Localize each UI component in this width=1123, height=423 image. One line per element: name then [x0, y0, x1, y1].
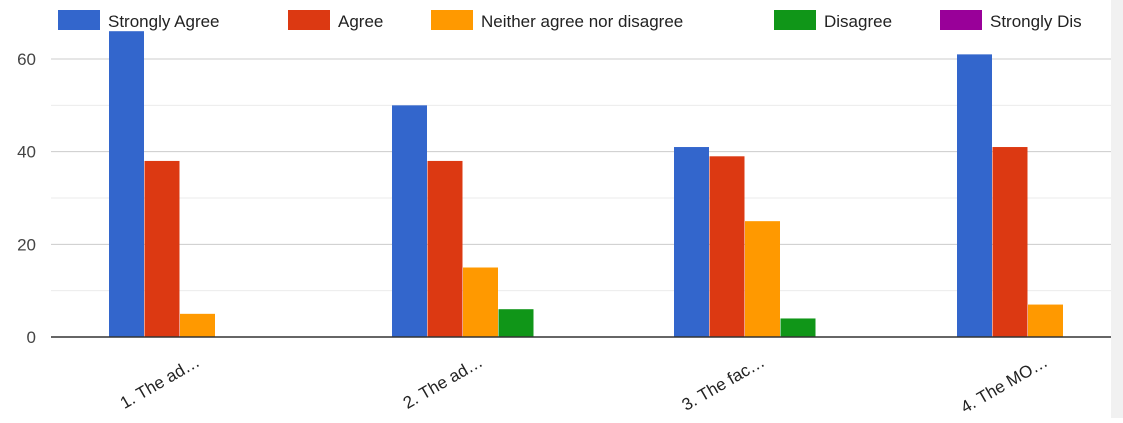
bar — [392, 105, 427, 337]
legend-swatch — [431, 10, 473, 30]
bar — [144, 160, 180, 337]
bar — [109, 31, 144, 337]
bar — [745, 221, 780, 337]
y-tick-label: 60 — [17, 50, 36, 69]
legend-label: Neither agree nor disagree — [481, 12, 683, 31]
x-tick-label: 2. The ad… — [400, 352, 486, 413]
y-tick-label: 40 — [17, 143, 36, 162]
bar — [1028, 304, 1063, 337]
bar — [957, 54, 992, 337]
grid-layer — [51, 58, 1111, 292]
bar — [709, 156, 745, 337]
bar — [180, 313, 215, 337]
x-tick-label: 4. The MO… — [957, 352, 1051, 417]
legend-label: Strongly Agree — [108, 12, 220, 31]
legend-label: Strongly Dis — [990, 12, 1082, 31]
legend-swatch — [940, 10, 982, 30]
legend-label: Agree — [338, 12, 383, 31]
legend-swatch — [288, 10, 330, 30]
bar — [498, 309, 534, 337]
legend-swatch — [774, 10, 816, 30]
scroll-gutter — [1111, 0, 1123, 418]
bars-layer — [109, 31, 1063, 337]
legend: Strongly Agree Agree Neither agree nor dis… — [58, 10, 1082, 31]
legend-label: Disagree — [824, 12, 892, 31]
bar — [427, 160, 463, 337]
bar — [780, 318, 816, 337]
x-tick-label: 1. The ad… — [117, 352, 203, 413]
bar — [674, 147, 709, 337]
y-tick-label: 0 — [27, 328, 36, 347]
legend-swatch — [58, 10, 100, 30]
x-tick-label: 3. The fac… — [679, 352, 768, 415]
bar — [992, 147, 1028, 337]
bar — [463, 267, 498, 337]
y-tick-label: 20 — [17, 235, 36, 254]
